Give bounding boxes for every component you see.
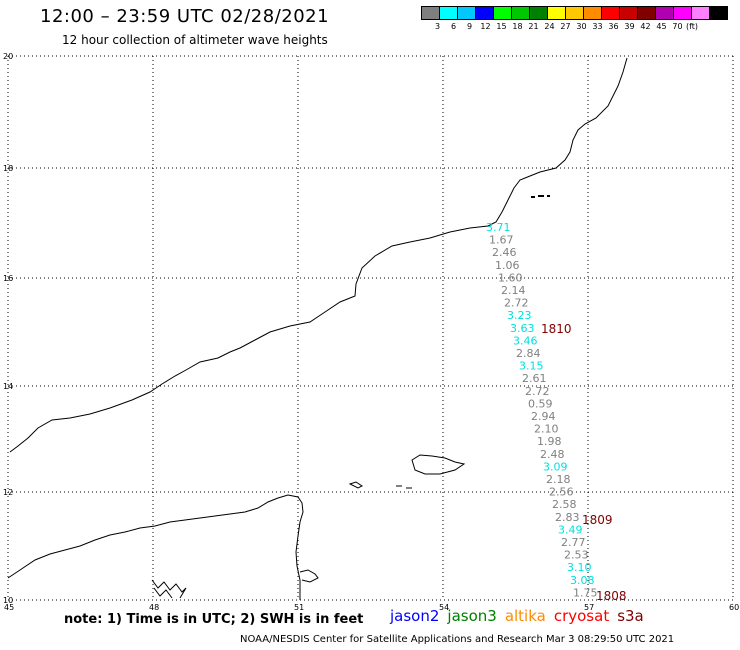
wave-height-value: 3.09	[543, 460, 568, 473]
wave-height-value: 2.46	[492, 246, 517, 259]
altimeter-track: 3.711.672.461.061.602.142.723.233.633.46…	[486, 221, 598, 599]
satellite-legend-item: jason2	[390, 607, 440, 625]
wave-height-value: 1.98	[537, 435, 562, 448]
credit-footer: NOAA/NESDIS Center for Satellite Applica…	[240, 634, 675, 645]
latitude-tick-label: 18	[3, 164, 13, 173]
wave-height-value: 2.53	[564, 549, 589, 562]
color-scale-label: 27	[560, 22, 571, 31]
wave-height-value: 2.10	[534, 423, 559, 436]
wave-height-value: 2.48	[540, 448, 565, 461]
color-scale-label: 21	[528, 22, 539, 31]
color-scale-label: 3	[434, 22, 441, 31]
wave-height-value: 2.18	[546, 473, 571, 486]
color-scale-label: 39	[624, 22, 635, 31]
wave-height-value: 2.14	[501, 284, 526, 297]
color-scale-label: 70	[672, 22, 683, 31]
color-scale-label: 42	[640, 22, 651, 31]
units-note: note: 1) Time is in UTC; 2) SWH is in fe…	[64, 612, 364, 627]
color-scale-unit: (ft)	[686, 22, 699, 31]
wave-height-value: 3.23	[507, 309, 532, 322]
orbit-time-label: 1808	[596, 589, 627, 603]
socotra-minor-islands	[348, 481, 412, 489]
longitude-tick-label: 45	[4, 603, 14, 612]
longitude-tick-label: 51	[294, 603, 304, 612]
wave-height-value: 2.94	[531, 410, 556, 423]
coastal-marsh-detail	[151, 579, 187, 599]
color-scale-label: 24	[544, 22, 555, 31]
wave-height-value: 2.72	[504, 297, 529, 310]
somalia-coastline	[7, 494, 304, 600]
wave-height-color-scale: 3 6 9 12 15 18 21 24 27 30 33 36 39 42 45 70 (ft)	[421, 6, 728, 31]
wave-height-value: 1.60	[498, 271, 523, 284]
wave-height-value: 0.59	[528, 397, 553, 410]
wave-height-value: 2.61	[522, 372, 547, 385]
wave-height-value: 2.77	[561, 536, 586, 549]
color-scale-label: 33	[592, 22, 603, 31]
latitude-tick-label: 16	[3, 274, 13, 283]
map-grid	[7, 55, 734, 601]
color-scale-labels: 3 6 9 12 15 18 21 24 27 30 33 36 39 42 45 70 (ft)	[422, 22, 728, 31]
socotra-island	[411, 454, 466, 475]
wave-height-value: 2.84	[516, 347, 541, 360]
color-scale-label: 6	[450, 22, 457, 31]
satellite-legend-item: altika	[504, 607, 546, 625]
wave-height-value: 2.56	[549, 486, 574, 499]
color-scale-swatches	[421, 6, 728, 20]
map-title: 12:00 – 23:59 UTC 02/28/2021	[40, 6, 330, 27]
wave-height-value: 2.72	[525, 385, 550, 398]
longitude-tick-label: 60	[729, 603, 739, 612]
wave-height-value: 1.75	[573, 586, 598, 599]
orbit-labels: 1810 1809 1808	[541, 322, 627, 603]
wave-height-value: 3.49	[558, 523, 583, 536]
map-subtitle: 12 hour collection of altimeter wave hei…	[62, 33, 328, 47]
arabian-coastline	[9, 57, 628, 453]
wave-height-value: 3.15	[519, 360, 544, 373]
satellite-legend-item: cryosat	[553, 607, 610, 625]
latitude-tick-label: 20	[3, 52, 13, 61]
color-scale-label: 18	[512, 22, 523, 31]
wave-height-value: 3.46	[513, 334, 538, 347]
satellite-legend: jason2 jason3 altika cryosat s3a	[390, 607, 652, 625]
color-scale-label: 36	[608, 22, 619, 31]
satellite-legend-item: jason3	[447, 607, 497, 625]
satellite-legend-item: s3a	[617, 607, 644, 625]
wave-height-value: 1.67	[489, 234, 514, 247]
color-scale-label: 45	[656, 22, 667, 31]
color-scale-label: 30	[576, 22, 587, 31]
orbit-time-label: 1810	[541, 322, 572, 336]
longitude-tick-label: 57	[584, 603, 594, 612]
latitude-tick-label: 10	[3, 596, 13, 605]
axis-labels: 45 48 51 54 57 60 20 18 16 14 12 10	[3, 52, 739, 612]
kuria-muria-islands	[531, 195, 550, 198]
latitude-tick-label: 12	[3, 488, 13, 497]
orbit-time-label: 1809	[582, 513, 613, 527]
color-scale-label: 12	[480, 22, 491, 31]
color-swatch	[709, 6, 728, 20]
longitude-tick-label: 54	[439, 603, 449, 612]
wave-height-value: 2.83	[555, 511, 580, 524]
wave-height-value: 3.10	[567, 561, 592, 574]
color-scale-label: 15	[496, 22, 507, 31]
wave-height-value: 3.71	[486, 221, 511, 234]
wave-height-value: 3.08	[570, 574, 595, 587]
wave-height-value: 1.06	[495, 259, 520, 272]
ras-hafun-coast	[299, 569, 319, 583]
wave-height-value: 2.58	[552, 498, 577, 511]
longitude-tick-label: 48	[149, 603, 159, 612]
wave-height-value: 3.63	[510, 322, 535, 335]
color-scale-label: 9	[466, 22, 473, 31]
latitude-tick-label: 14	[3, 382, 13, 391]
